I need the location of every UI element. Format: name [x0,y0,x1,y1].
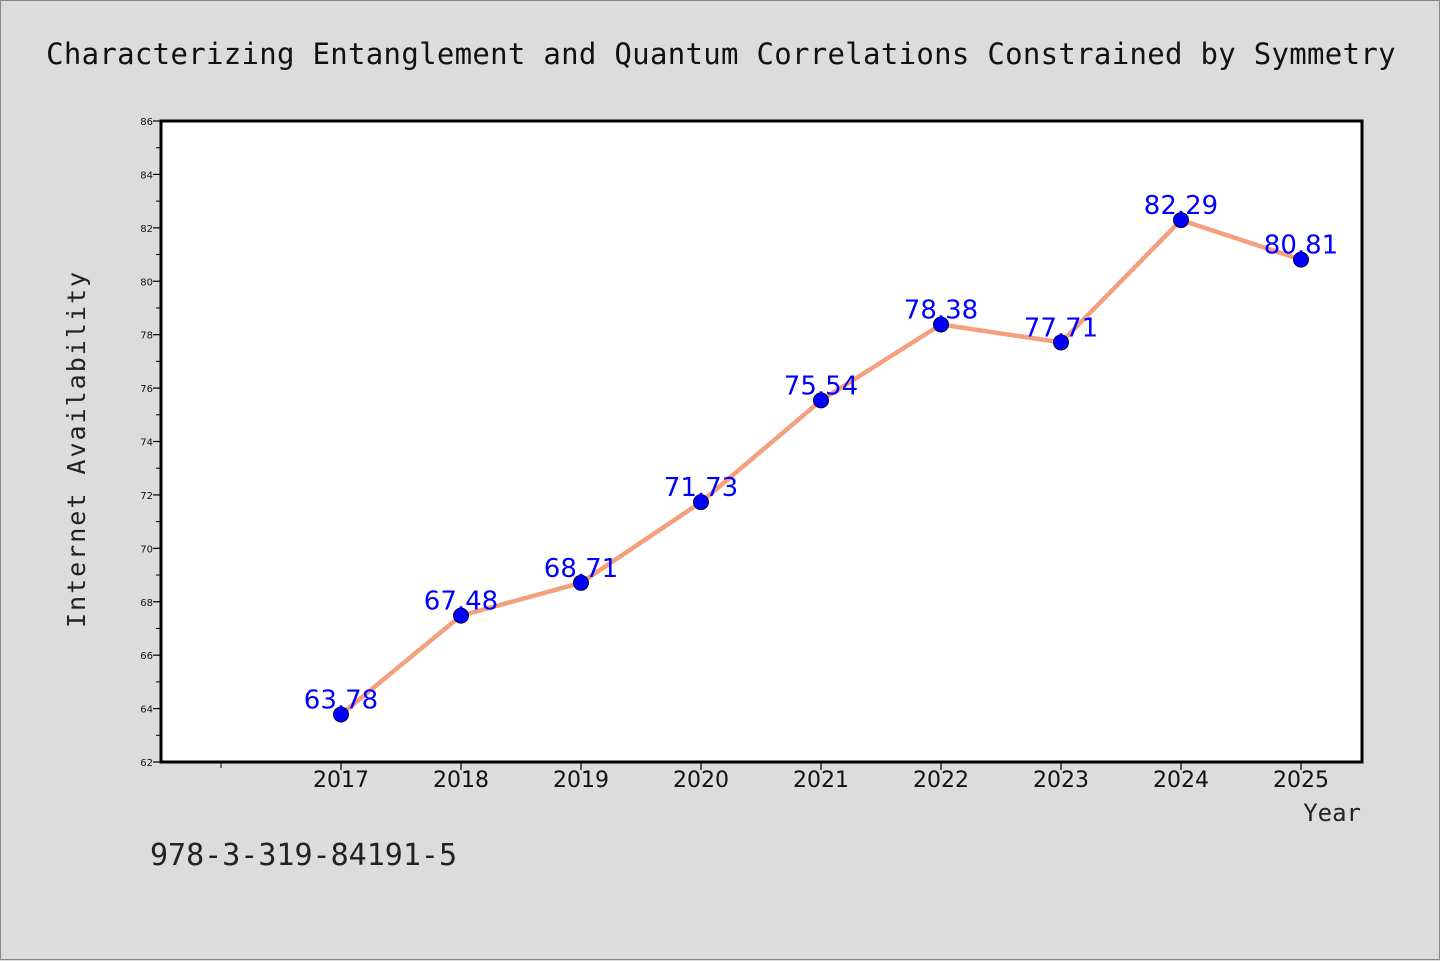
markers-group [333,212,1309,723]
data-label: 63.78 [304,685,378,715]
data-label: 77.71 [1024,313,1098,343]
data-label: 67.48 [424,587,498,617]
data-label: 71.73 [664,473,738,503]
data-labels-group: 63.78 67.48 68.71 71.73 75.54 78.38 77.71 82.29… [304,191,1338,715]
data-label: 75.54 [784,371,858,401]
y-tick-label: 82 [140,224,153,235]
y-tick-label: 68 [140,598,153,609]
x-tick-label: 2024 [1153,768,1209,793]
x-tick-label: 2025 [1273,768,1329,793]
x-tick-label: 2018 [433,768,489,793]
y-tick-label: 62 [140,758,153,769]
data-label: 80.81 [1264,231,1338,261]
y-tick-label: 70 [140,544,153,555]
x-tick-label: 2019 [553,768,609,793]
data-point [933,316,949,333]
data-point [453,607,469,624]
data-point [573,574,589,591]
data-label: 78.38 [904,296,978,326]
y-tick-label: 84 [140,170,153,181]
y-tick-label: 78 [140,331,153,342]
data-label: 68.71 [544,554,618,584]
data-point [1173,212,1189,229]
x-tick-label: 2020 [673,768,729,793]
chart-title: Characterizing Entanglement and Quantum … [46,37,1396,71]
plot-area [159,119,1364,764]
data-point [333,706,349,723]
y-tick-label: 80 [140,277,153,288]
y-tick-label: 74 [140,438,153,449]
x-tick-label: 2017 [313,768,369,793]
y-tick-label: 72 [140,491,153,502]
data-label: 82.29 [1144,191,1218,221]
x-tick-label: 2023 [1033,768,1089,793]
data-point [813,392,829,409]
y-axis: 62 64 66 68 70 72 74 76 78 80 82 84 86 [140,117,161,769]
x-tick-label: 2021 [793,768,849,793]
data-point [1053,334,1069,351]
data-point [1293,251,1309,268]
y-tick-label: 66 [140,651,153,662]
y-tick-label: 64 [140,705,153,716]
x-tick-label: 2022 [913,768,969,793]
data-point [693,494,709,511]
isbn-text: 978-3-319-84191-5 [150,838,457,873]
y-axis-label: Internet Availability [62,270,91,628]
y-tick-label: 86 [140,117,153,128]
x-axis: 2017 2018 2019 2020 2021 2022 2023 2024 2025 [220,762,1329,793]
y-tick-label: 76 [140,384,153,395]
x-axis-label: Year [1303,799,1361,827]
